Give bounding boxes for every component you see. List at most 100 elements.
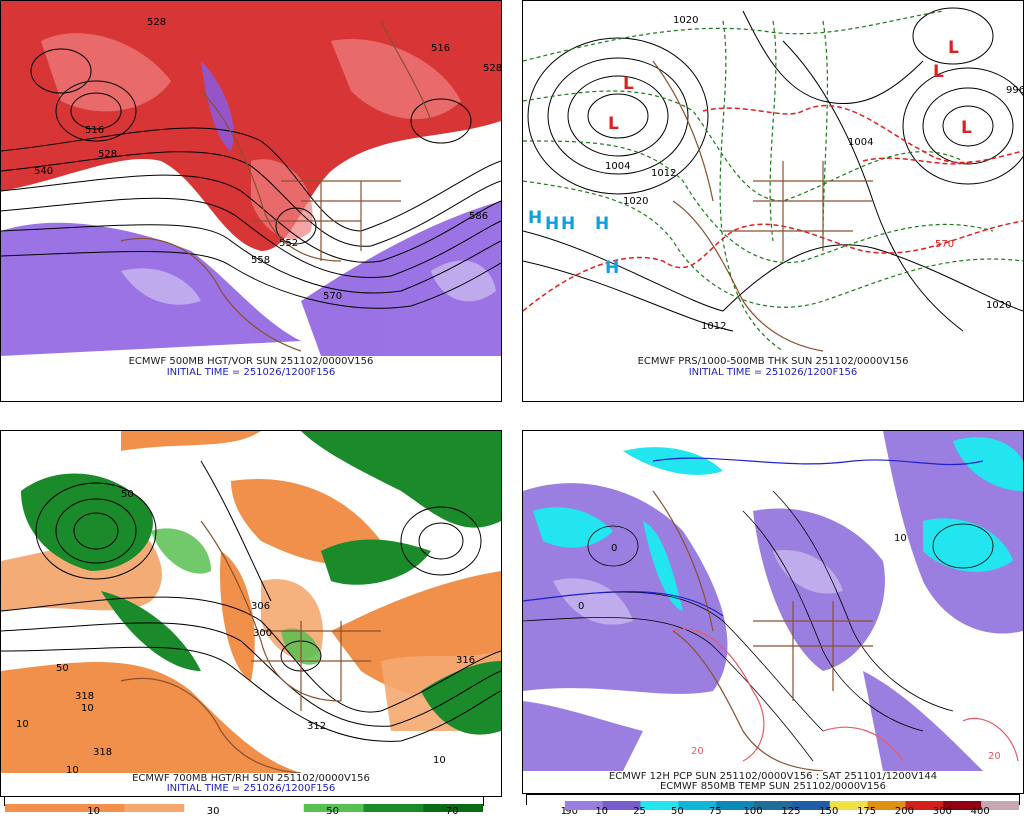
colorbar-swatch [716,801,755,810]
panel-pressure-thickness: H H H H H L L L L L 1020 1004 1012 1020 … [522,0,1024,402]
colorbar-rh-swatches [5,804,484,812]
colorbar-tick-label: 10 [595,806,609,817]
colorbar-tick-label: 1 [560,806,568,817]
contour-label: 586 [469,211,488,222]
colorbar-tick-label: 200 [894,806,914,817]
map-precip: 0 0 10 20 20 [523,431,1023,771]
contour-label: 1004 [605,161,630,172]
panel-title: ECMWF 12H PCP SUN 251102/0000V156 : SAT … [608,771,938,782]
colorbar-swatch [905,801,944,810]
map-700mb: 50 50 306 300 316 312 318 318 10 10 10 1… [1,431,501,773]
contour-label: 10 [433,755,446,766]
colorbar-tick-label: 150 [819,806,839,817]
colorbar-swatch [124,804,185,812]
colorbar-relative-humidity [4,796,484,812]
colorbar-swatch [363,804,424,812]
colorbar-swatch [602,801,642,810]
low-pressure-marker: L [623,74,634,94]
contour-label: 300 [253,628,272,639]
colorbar-tick-label: 30 [206,806,220,817]
contour-label: 1004 [848,137,873,148]
colorbar-tick-label: 100 [743,806,763,817]
colorbar-tick-label: 70 [445,806,459,817]
low-pressure-marker: L [933,62,944,82]
colorbar-swatch [303,804,364,812]
panel-title: ECMWF PRS/1000-500MB THK SUN 251102/0000… [637,356,909,367]
colorbar-rh-ticks: 10 30 50 70 90 [4,806,578,818]
contour-label: 570 [935,239,954,250]
colorbar-swatch [943,801,982,810]
contour-label: 316 [456,655,475,666]
colorbar-pcp-ticks: 1 10 25 50 75 100 125 150 175 200 300 400 [526,806,1018,818]
initial-time: INITIAL TIME = 251026/1200F156 [166,367,336,378]
colorbar-tick-label: 90 [565,806,578,817]
contour-label: 996 [1006,85,1023,96]
contour-label: 552 [279,238,298,249]
contour-label: 0 [578,601,584,612]
contour-label: 10 [81,703,94,714]
colorbar-swatch [244,804,305,812]
contour-label: 10 [66,765,79,773]
low-pressure-marker: L [948,38,959,58]
colorbar-tick-label: 25 [633,806,646,817]
panel-title: ECMWF 500MB HGT/VOR SUN 251102/0000V156 [128,356,374,367]
contour-label: 20 [988,751,1001,762]
colorbar-swatch [678,801,717,810]
contour-label: 318 [75,691,94,702]
contour-label: 50 [56,663,69,674]
high-pressure-marker: H [545,214,559,234]
contour-label: 1012 [651,168,676,179]
high-pressure-marker: H [561,214,575,234]
colorbar-tick-label: 400 [970,806,990,817]
contour-label: 570 [323,291,342,302]
panel-title: ECMWF 700MB HGT/RH SUN 251102/0000V156 [132,773,370,784]
high-pressure-marker: H [528,208,542,228]
colorbar-swatch [791,801,831,810]
contour-label: 558 [251,255,270,266]
panel-precip-850mb-temp: 0 0 10 20 20 ECMWF 12H PCP SUN 251102/00… [522,430,1024,794]
colorbar-swatch [564,801,604,810]
contour-label: 1020 [986,300,1011,311]
initial-time: INITIAL TIME = 251026/1200F156 [166,783,336,794]
contour-label: 1020 [673,15,698,26]
colorbar-tick-label: 300 [932,806,952,817]
colorbar-tick-label: 10 [87,806,100,817]
colorbar-swatch [829,801,869,810]
low-pressure-marker: L [961,118,972,138]
contour-label: 1020 [623,196,648,207]
contour-label: 10 [894,533,907,544]
colorbar-pcp-swatches [527,801,1020,810]
panel-700mb-rh: 50 50 306 300 316 312 318 318 10 10 10 1… [0,430,502,797]
contour-label: 20 [691,746,704,757]
colorbar-tick-label: 75 [708,806,722,817]
colorbar-precipitation [526,794,1020,810]
contour-label: 528 [98,149,117,160]
colorbar-swatch [754,801,793,810]
contour-label: 1012 [701,321,726,332]
panel-subtitle: ECMWF 850MB TEMP SUN 251102/0000V156 [659,781,886,792]
colorbar-swatch [5,804,66,812]
contour-label: 50 [121,489,134,500]
high-pressure-marker: H [605,258,619,278]
map-500mb: 528 516 528 540 516 528 552 558 570 586 [1,1,501,356]
colorbar-swatch [640,801,679,810]
colorbar-swatch [867,801,906,810]
colorbar-tick-label: 50 [671,806,684,817]
colorbar-swatch [423,804,484,812]
panel-500mb-vorticity: 528 516 528 540 516 528 552 558 570 586 … [0,0,502,402]
contour-label: 0 [611,543,617,554]
colorbar-swatch [64,804,125,812]
colorbar-swatch [184,804,245,812]
contour-label: 528 [147,17,166,28]
colorbar-tick-label: 125 [781,806,801,817]
contour-label: 318 [93,747,112,758]
contour-label: 528 [483,63,501,74]
high-pressure-marker: H [595,214,609,234]
colorbar-tick-label: 50 [326,806,339,817]
contour-label: 540 [34,166,53,177]
colorbar-tick-label: 175 [857,806,877,817]
colorbar-swatch [527,801,566,810]
contour-label: 312 [307,721,326,732]
colorbar-swatch [981,801,1020,810]
contour-label: 516 [431,43,450,54]
